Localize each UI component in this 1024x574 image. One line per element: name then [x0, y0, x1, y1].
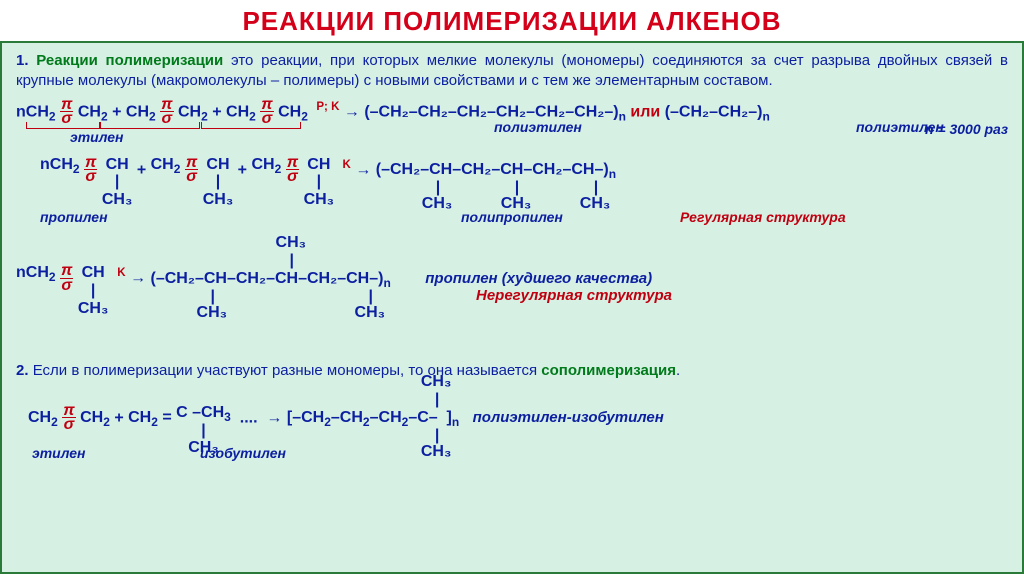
lbl-irregular: Нерегулярная структура — [476, 286, 672, 306]
reaction-1: nCH2 πσ CH2 + CH2 πσ CH2 + CH2 πσ CH2 P;… — [16, 98, 1008, 126]
r2-cond: K — [343, 159, 351, 171]
lbl-ethylene: этилен — [70, 128, 124, 147]
sec2-num: 2. — [16, 362, 29, 379]
r1-ch2a: CH — [78, 103, 101, 120]
plus: + — [108, 103, 126, 120]
lbl-copolymer: полиэтилен-изобутилен — [473, 408, 664, 428]
r3-prod: (–CH₂–CH–CH₂–CH–CH₂–CH–) — [151, 270, 384, 287]
sec2-text: 2. Если в полимеризации участвуют разные… — [16, 361, 1008, 381]
sec1-num: 1. — [16, 52, 29, 69]
r1-or: или — [630, 103, 660, 120]
r2-prod: (–CH₂–CH–CH₂–CH–CH₂–CH–) — [376, 161, 609, 178]
intro-text: 1. Реакции полимеризации это реакции, пр… — [16, 51, 1008, 92]
lbl-isob: изобутилен — [200, 444, 286, 463]
r1-cond: P; K — [316, 101, 339, 113]
arrow: → — [344, 103, 360, 120]
content-panel: 1. Реакции полимеризации это реакции, пр… — [0, 41, 1024, 574]
intro-lead: Реакции полимеризации — [36, 52, 223, 69]
reaction-4: CH2 πσ CH2 + CH2 = C –CH3|CH₃ .... → [–C… — [16, 404, 1008, 458]
reaction-3: nCH2 πσ CH|CH₃ K → (–CH₂–CH–CH₂–CH–CH₂–C… — [16, 264, 1008, 317]
n-note: n = 3000 раз — [925, 120, 1008, 139]
lbl-polyethylene-1: полиэтилен — [494, 118, 582, 137]
r1-n: nCH — [16, 103, 49, 120]
lbl-propylene: пропилен — [40, 208, 108, 227]
copolymer-term: сополимеризация — [541, 362, 676, 379]
lbl-pp: полипропилен — [461, 208, 563, 227]
lbl-regular: Регулярная структура — [680, 208, 846, 227]
reaction-2: nCH2 πσ CH|CH₃ + CH2 πσ CH|CH₃ + CH2 πσ … — [16, 156, 1008, 209]
page-title: РЕАКЦИИ ПОЛИМЕРИЗАЦИИ АЛКЕНОВ — [0, 6, 1024, 37]
r1-prod2: (–CH₂–CH₂–) — [665, 103, 763, 120]
lbl-eth4: этилен — [32, 444, 86, 463]
